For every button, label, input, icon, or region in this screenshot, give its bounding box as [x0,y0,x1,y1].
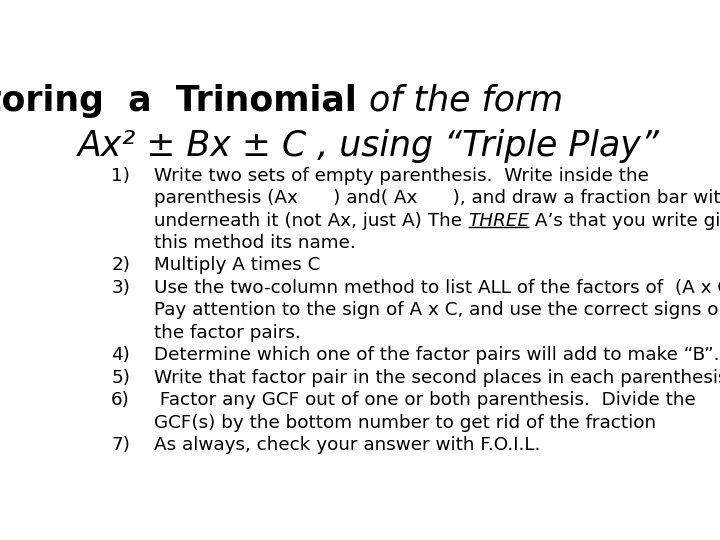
Text: 7): 7) [111,436,130,454]
Text: of the form: of the form [369,84,563,118]
Text: the factor pairs.: the factor pairs. [154,324,301,342]
Text: 3): 3) [111,279,130,297]
Text: Factor any GCF out of one or both parenthesis.  Divide the: Factor any GCF out of one or both parent… [154,391,696,409]
Text: 6): 6) [111,391,130,409]
Text: 4): 4) [111,346,130,364]
Text: Determine which one of the factor pairs will add to make “B”.: Determine which one of the factor pairs … [154,346,720,364]
Text: this method its name.: this method its name. [154,234,356,252]
Text: Write that factor pair in the second places in each parenthesis.: Write that factor pair in the second pla… [154,369,720,387]
Text: As always, check your answer with F.O.I.L.: As always, check your answer with F.O.I.… [154,436,541,454]
Text: GCF(s) by the bottom number to get rid of the fraction: GCF(s) by the bottom number to get rid o… [154,414,657,431]
Text: A’s that you write give: A’s that you write give [529,212,720,230]
Text: parenthesis (Ax      ) and( Ax      ), and draw a fraction bar with A: parenthesis (Ax ) and( Ax ), and draw a … [154,189,720,207]
Text: THREE: THREE [468,212,529,230]
Text: Use the two-column method to list ALL of the factors of  (A x C) .: Use the two-column method to list ALL of… [154,279,720,297]
Text: Ax² ± Bx ± C , using “Triple Play”: Ax² ± Bx ± C , using “Triple Play” [78,129,660,163]
Text: Factoring  a  Trinomial: Factoring a Trinomial [0,84,369,118]
Text: 1): 1) [111,167,130,185]
Text: underneath it (not Ax, just A) The: underneath it (not Ax, just A) The [154,212,468,230]
Text: 5): 5) [111,369,130,387]
Text: Multiply A times C: Multiply A times C [154,256,320,274]
Text: Write two sets of empty parenthesis.  Write inside the: Write two sets of empty parenthesis. Wri… [154,167,649,185]
Text: Pay attention to the sign of A x C, and use the correct signs on: Pay attention to the sign of A x C, and … [154,301,720,319]
Text: 2): 2) [111,256,130,274]
